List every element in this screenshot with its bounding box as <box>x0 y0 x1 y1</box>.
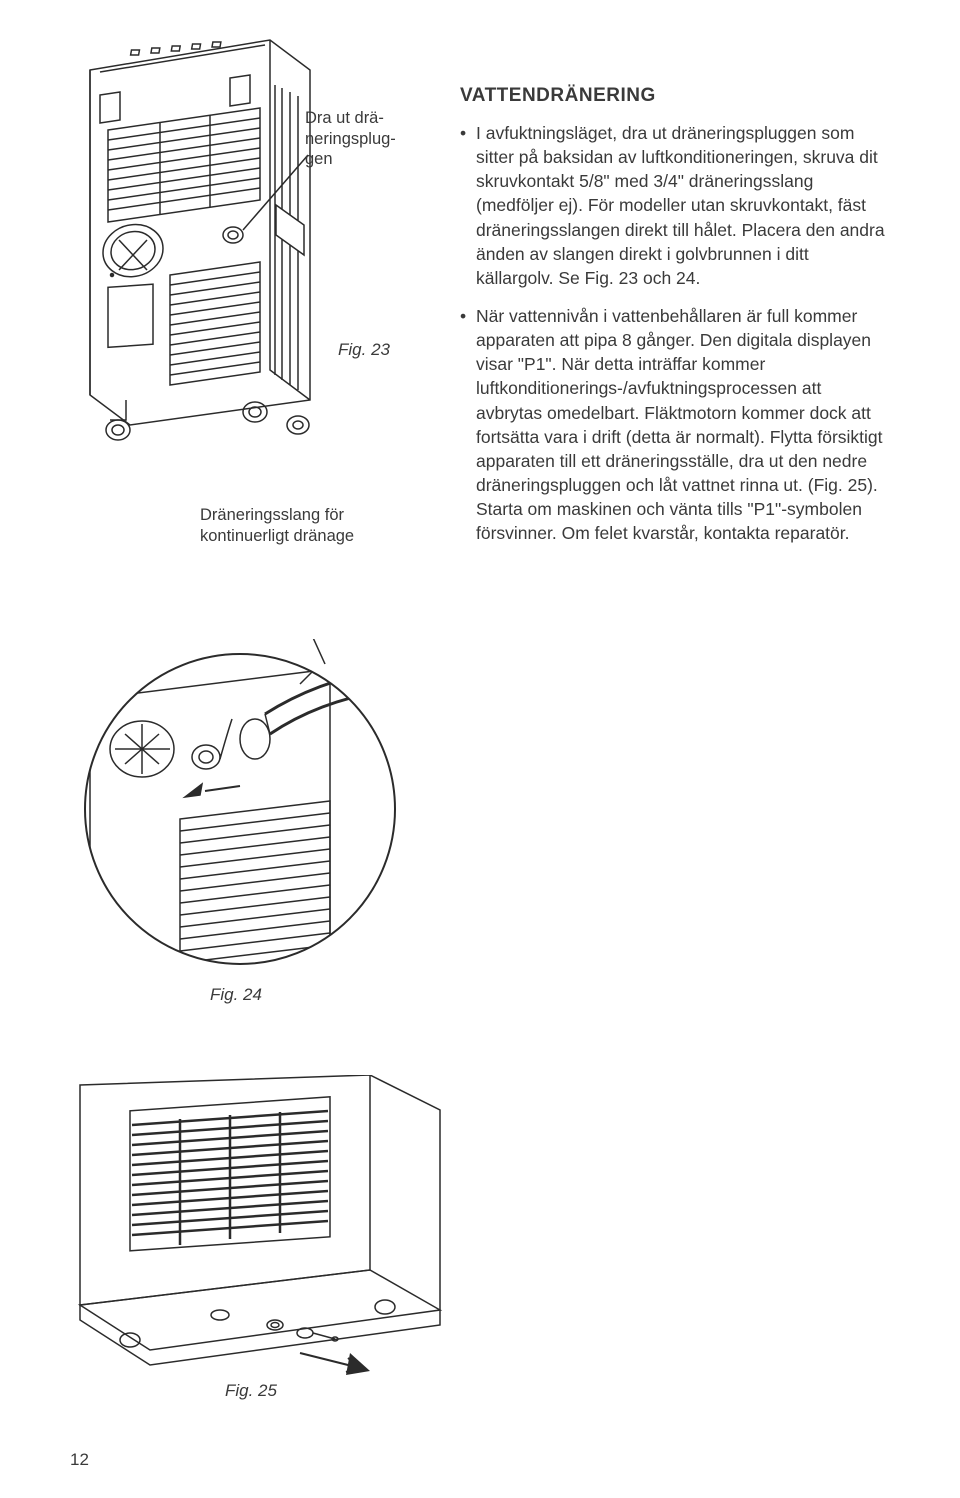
page-number: 12 <box>70 1450 89 1470</box>
figure-23-illustration <box>70 30 430 470</box>
figure-24-illustration <box>70 639 410 979</box>
figure-25-block: Fig. 25 <box>70 1075 890 1401</box>
section-heading: VATTENDRÄNERING <box>460 85 890 107</box>
figure-25-illustration <box>70 1075 470 1375</box>
bullet-1: • I avfuktningsläget, dra ut dräneringsp… <box>460 121 890 290</box>
callout-plug: Dra ut drä- neringsplug- gen <box>305 108 415 170</box>
figure-23-column: Dra ut drä- neringsplug- gen <box>70 30 430 559</box>
callout-hose: Dräneringsslang för kontinuerligt dränag… <box>200 505 400 546</box>
figure-24-label: Fig. 24 <box>210 985 890 1005</box>
figure-25-label: Fig. 25 <box>225 1381 890 1401</box>
figure-24-block: Fig. 24 <box>70 639 890 1005</box>
figure-23-label: Fig. 23 <box>338 340 390 360</box>
text-column: VATTENDRÄNERING • I avfuktningsläget, dr… <box>460 30 890 559</box>
bullet-2: • När vattennivån i vattenbehållaren är … <box>460 304 890 545</box>
